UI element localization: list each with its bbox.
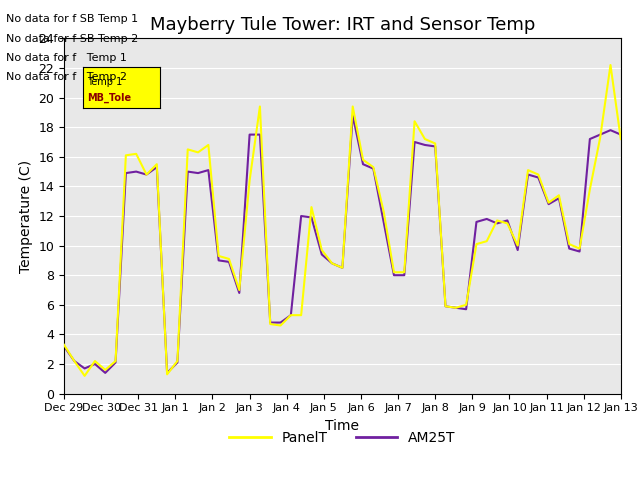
Text: No data for f   Temp 1: No data for f Temp 1 (6, 53, 127, 63)
Text: Temp 1: Temp 1 (87, 77, 122, 87)
Legend: PanelT, AM25T: PanelT, AM25T (223, 425, 461, 451)
Text: No data for f SB Temp 1: No data for f SB Temp 1 (6, 14, 138, 24)
Text: No data for f   Temp 2: No data for f Temp 2 (6, 72, 127, 82)
Y-axis label: Temperature (C): Temperature (C) (19, 159, 33, 273)
Title: Mayberry Tule Tower: IRT and Sensor Temp: Mayberry Tule Tower: IRT and Sensor Temp (150, 16, 535, 34)
Text: MB_Tole: MB_Tole (87, 93, 131, 103)
X-axis label: Time: Time (325, 419, 360, 433)
Text: No data for f SB Temp 2: No data for f SB Temp 2 (6, 34, 139, 44)
